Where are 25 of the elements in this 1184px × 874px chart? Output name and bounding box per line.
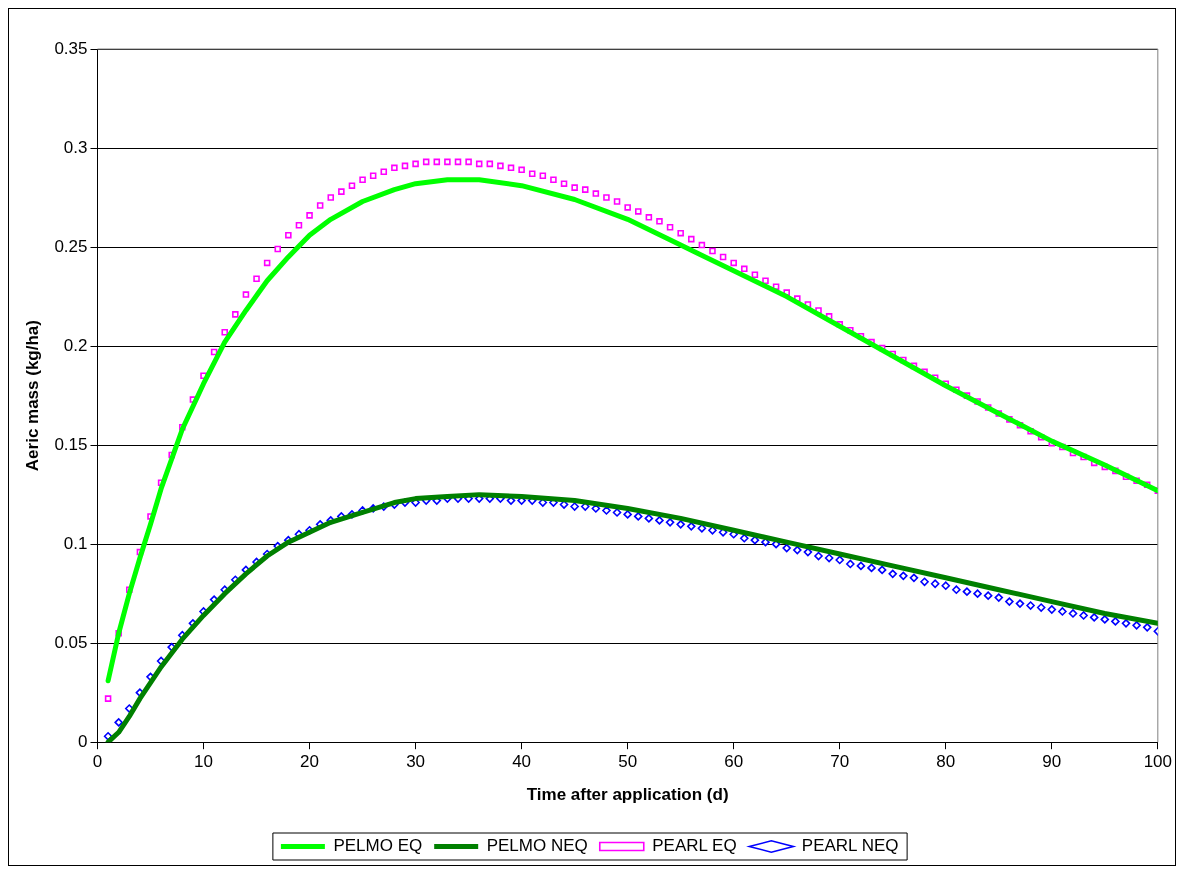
y-tick-label: 0.25 <box>54 236 88 256</box>
x-tick-label: 60 <box>724 752 744 772</box>
x-tick-label: 100 <box>1143 752 1173 772</box>
x-tick-label: 80 <box>936 752 956 772</box>
x-tick-label: 90 <box>1042 752 1062 772</box>
x-tick-label: 0 <box>92 752 103 772</box>
x-tick-label: 70 <box>830 752 850 772</box>
y-tick-label: 0.35 <box>54 38 88 58</box>
x-axis-title: Time after application (d) <box>526 785 729 805</box>
y-tick-label: 0.3 <box>63 137 88 157</box>
legend-label: PEARL EQ <box>652 836 737 856</box>
x-tick-label: 50 <box>618 752 638 772</box>
legend-label: PELMO NEQ <box>486 836 588 856</box>
legend-label: PEARL NEQ <box>801 836 899 856</box>
x-tick-label: 30 <box>406 752 426 772</box>
x-tick-label: 40 <box>512 752 532 772</box>
x-tick-label: 10 <box>194 752 213 772</box>
y-tick-label: 0.05 <box>54 632 88 652</box>
legend-label: PELMO EQ <box>333 836 423 856</box>
y-axis-title: Aeric mass (kg/ha) <box>22 320 42 472</box>
y-tick-label: 0.2 <box>63 335 88 355</box>
y-tick-label: 0.15 <box>54 434 88 454</box>
y-tick-label: 0.1 <box>63 533 88 553</box>
x-tick-label: 20 <box>300 752 320 772</box>
y-tick-label: 0 <box>78 731 88 751</box>
